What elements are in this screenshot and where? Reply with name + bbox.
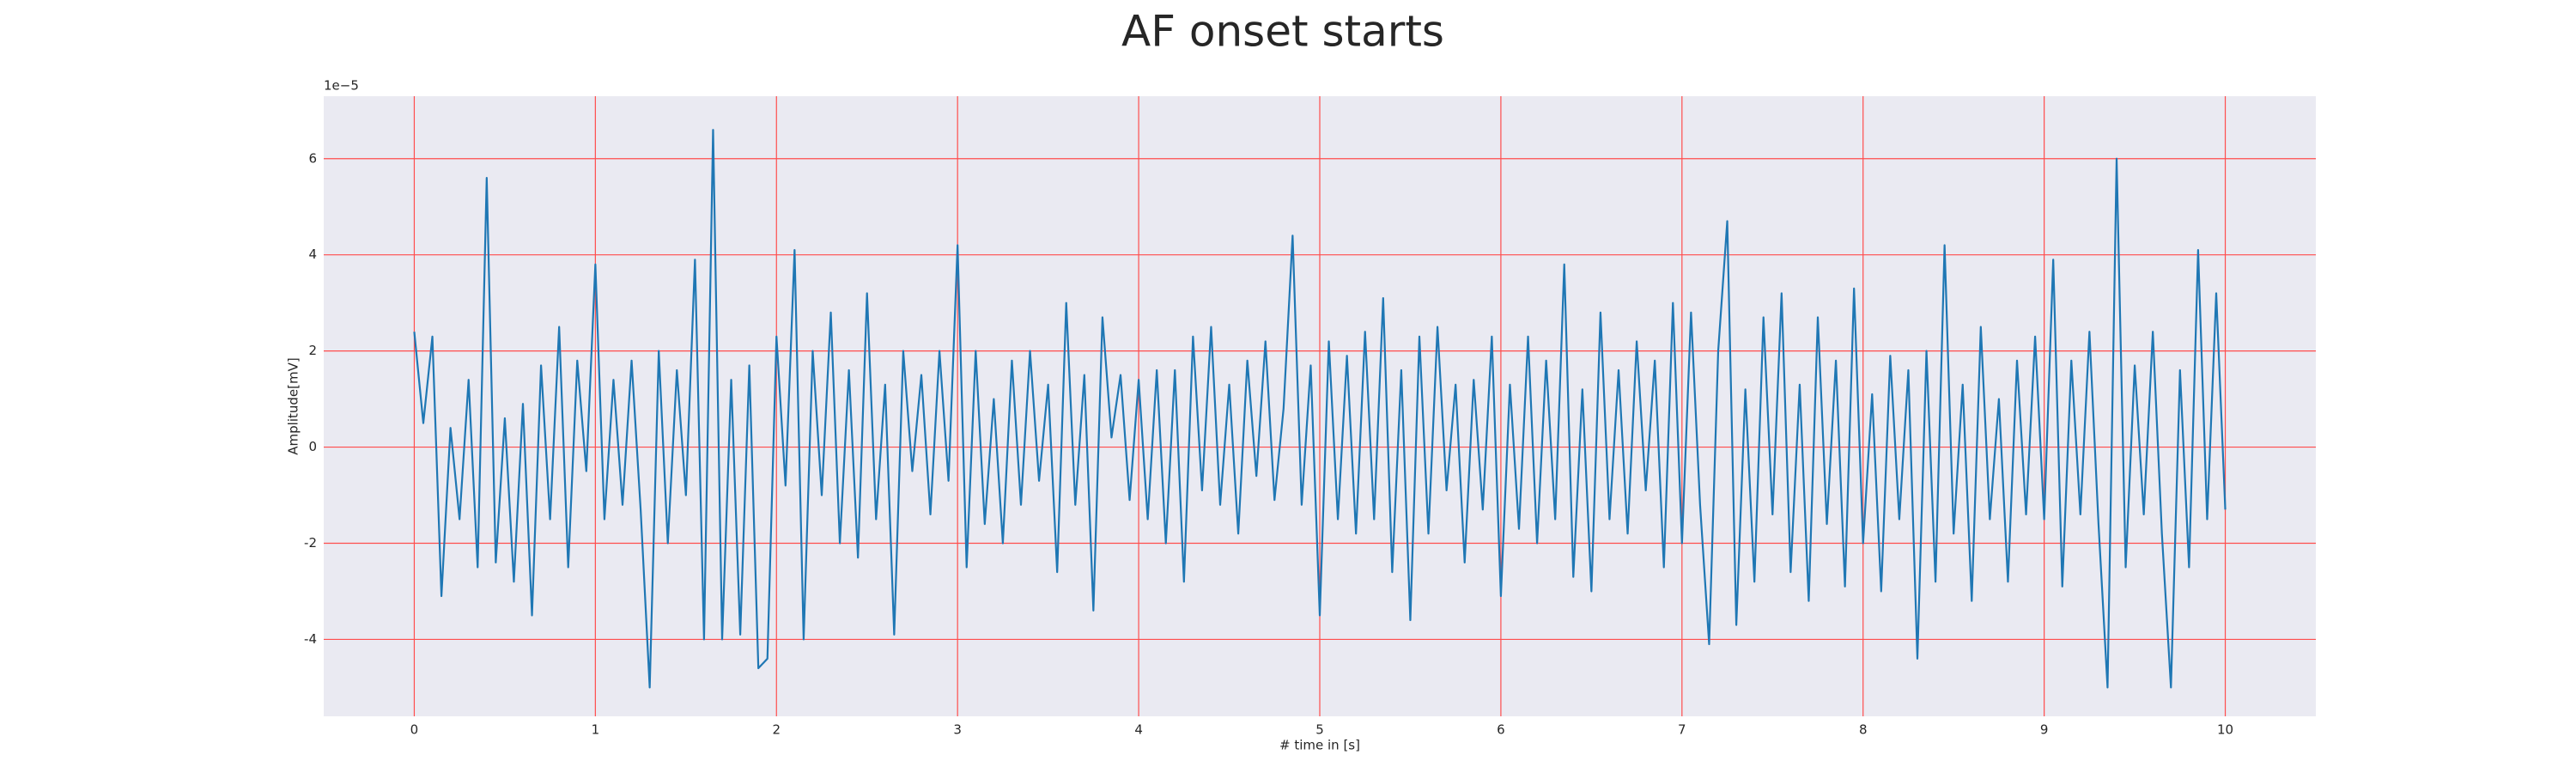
x-tick-label: 7 (1678, 722, 1686, 738)
y-tick-label: 2 (308, 343, 317, 358)
x-tick-label: 5 (1315, 722, 1324, 738)
chart-title: AF onset starts (1121, 7, 1444, 57)
data-line (413, 129, 2227, 689)
x-axis-label: # time in [s] (1279, 738, 1360, 753)
x-tick-label: 8 (1859, 722, 1868, 738)
y-tick-label: -2 (304, 535, 317, 551)
x-tick-label: 4 (1134, 722, 1143, 738)
x-tick-label: 1 (592, 722, 600, 738)
x-tick-label: 2 (772, 722, 781, 738)
y-tick-label: 0 (308, 439, 317, 454)
y-offset-label: 1e−5 (324, 78, 359, 94)
x-tick-label: 0 (410, 722, 419, 738)
x-tick-label: 3 (953, 722, 962, 738)
y-tick-label: 6 (308, 150, 317, 166)
y-axis-label: Amplitude[mV] (286, 357, 301, 454)
y-tick-label: -4 (304, 631, 317, 647)
x-tick-label: 9 (2040, 722, 2049, 738)
x-tick-label: 10 (2217, 722, 2233, 738)
x-tick-label: 6 (1497, 722, 1505, 738)
y-tick-label: 4 (308, 247, 317, 262)
